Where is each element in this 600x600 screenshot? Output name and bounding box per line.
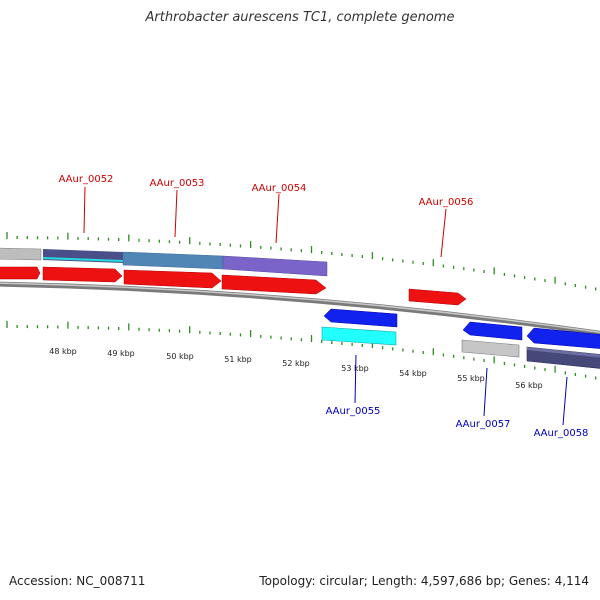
gene-label[interactable]: AAur_0057: [456, 419, 511, 430]
scale-label: 52 kbp: [282, 359, 310, 368]
upper-feature-track: [0, 247, 328, 277]
scale-label: 49 kbp: [107, 349, 135, 358]
gray-feature[interactable]: [0, 247, 42, 261]
cds-arrow[interactable]: [123, 269, 222, 289]
scale-labels: 48 kbp 49 kbp 50 kbp 51 kbp 52 kbp 53 kb…: [49, 347, 543, 390]
gene-label[interactable]: AAur_0058: [534, 428, 589, 439]
top-tick-track: [6, 232, 597, 291]
bottom-tick-track: [6, 321, 597, 380]
cds-arrow[interactable]: [221, 274, 327, 295]
scale-label: 50 kbp: [166, 352, 194, 361]
lower-feature-track: [321, 326, 600, 369]
reverse-cds-track: [323, 308, 600, 349]
purple-feature[interactable]: [222, 255, 328, 277]
cds-arrow[interactable]: [462, 321, 523, 341]
leader-line: [83, 186, 86, 234]
steelblue-feature[interactable]: [122, 251, 224, 270]
gene-label[interactable]: AAur_0053: [150, 178, 205, 189]
forward-cds-track: [0, 266, 467, 306]
leader-line: [354, 354, 357, 404]
scale-label: 54 kbp: [399, 369, 427, 378]
scale-label: 53 kbp: [341, 364, 369, 373]
genome-backbone: [0, 281, 600, 336]
leader-line: [440, 208, 447, 258]
leader-line: [174, 189, 178, 238]
cds-arrow[interactable]: [0, 266, 41, 280]
gene-label[interactable]: AAur_0054: [252, 183, 307, 194]
accession-text: Accession: NC_008711: [9, 574, 146, 588]
cds-arrow[interactable]: [323, 308, 398, 328]
scale-label: 56 kbp: [515, 381, 543, 390]
genome-summary-text: Topology: circular; Length: 4,597,686 bp…: [259, 574, 589, 588]
leader-line: [275, 193, 280, 244]
teal-stripe: [43, 257, 123, 262]
label-leaders: [83, 186, 568, 426]
map-title: Arthrobacter aurescens TC1, complete gen…: [145, 10, 455, 25]
gene-label[interactable]: AAur_0052: [59, 174, 114, 185]
cds-arrow[interactable]: [526, 327, 600, 349]
scale-label: 55 kbp: [457, 374, 485, 383]
gene-labels: AAur_0052 AAur_0053 AAur_0054 AAur_0056 …: [59, 174, 589, 439]
gene-label[interactable]: AAur_0056: [419, 197, 474, 208]
leader-line: [483, 367, 488, 417]
cds-arrow[interactable]: [408, 288, 467, 306]
cds-arrow[interactable]: [42, 266, 123, 283]
slate-feature-highlight: [527, 347, 600, 358]
cyan-feature[interactable]: [321, 326, 397, 346]
scale-label: 51 kbp: [224, 355, 252, 364]
scale-label: 48 kbp: [49, 347, 77, 356]
leader-line: [562, 376, 568, 426]
gray-feature[interactable]: [461, 339, 520, 358]
gene-label[interactable]: AAur_0055: [326, 406, 381, 417]
